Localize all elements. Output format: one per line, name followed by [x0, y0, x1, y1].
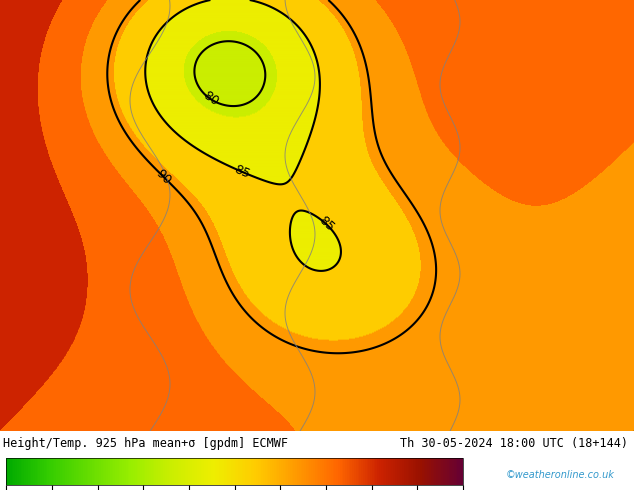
- Text: 85: 85: [232, 163, 252, 181]
- Text: 85: 85: [316, 214, 337, 234]
- Text: Th 30-05-2024 18:00 UTC (18+144): Th 30-05-2024 18:00 UTC (18+144): [400, 437, 628, 450]
- Text: 80: 80: [200, 89, 221, 109]
- Text: ©weatheronline.co.uk: ©weatheronline.co.uk: [506, 470, 615, 480]
- Text: Height/Temp. 925 hPa mean+σ [gpdm] ECMWF: Height/Temp. 925 hPa mean+σ [gpdm] ECMWF: [3, 437, 288, 450]
- Text: 90: 90: [153, 167, 174, 187]
